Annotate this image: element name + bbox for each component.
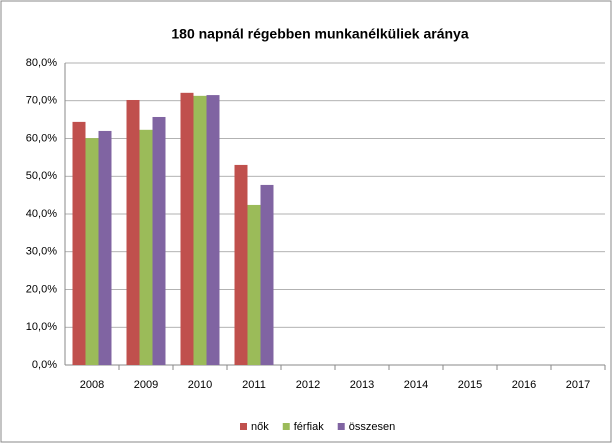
bar	[126, 99, 140, 366]
bar	[206, 95, 220, 366]
y-tick-label: 20,0%	[26, 283, 57, 295]
bar	[247, 204, 261, 365]
y-tick-label: 60,0%	[26, 132, 57, 144]
x-tick-label: 2015	[458, 379, 482, 391]
chart-title: 180 napnál régebben munkanélküliek arány…	[171, 26, 468, 42]
y-tick-label: 50,0%	[26, 170, 57, 182]
bar	[234, 164, 248, 365]
y-tick-label: 0,0%	[32, 359, 57, 371]
bar	[193, 95, 207, 365]
legend-swatch	[282, 423, 290, 430]
legend-label: összesen	[349, 421, 395, 433]
x-tick-label: 2013	[350, 379, 374, 391]
bar	[180, 92, 194, 365]
x-tick-label: 2014	[404, 379, 428, 391]
y-tick-label: 10,0%	[26, 321, 57, 333]
x-tick-label: 2012	[296, 379, 320, 391]
y-tick-label: 40,0%	[26, 208, 57, 220]
legend-swatch	[337, 423, 345, 430]
bar	[98, 130, 112, 365]
legend-label: férfiak	[294, 421, 324, 433]
legend-swatch	[240, 423, 247, 430]
x-tick-label: 2009	[134, 379, 158, 391]
x-tick-label: 2008	[80, 379, 104, 391]
bar	[139, 129, 153, 365]
x-tick-label: 2017	[566, 379, 590, 391]
x-tick-label: 2010	[188, 379, 212, 391]
bar	[152, 116, 166, 365]
bar	[260, 184, 274, 365]
bar	[85, 138, 99, 365]
y-tick-label: 30,0%	[26, 246, 57, 258]
bar	[72, 121, 86, 365]
y-tick-label: 70,0%	[26, 95, 57, 107]
x-tick-label: 2011	[242, 379, 266, 391]
y-tick-label: 80,0%	[26, 57, 57, 69]
x-tick-label: 2016	[512, 379, 536, 391]
legend-label: nők	[251, 421, 269, 433]
